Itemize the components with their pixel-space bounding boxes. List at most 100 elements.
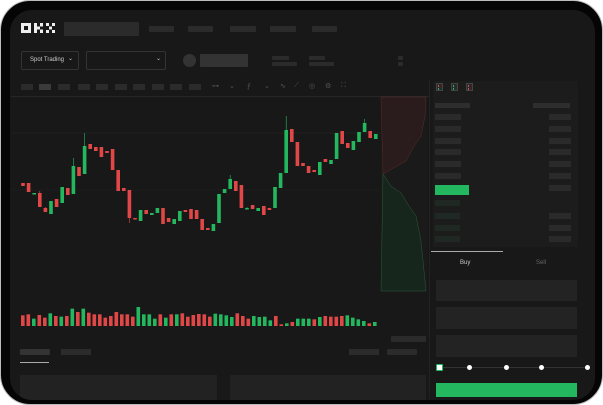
candle xyxy=(222,189,227,193)
volume-bar xyxy=(54,316,58,326)
orderbook-bids-icon[interactable] xyxy=(451,83,458,91)
nav-item[interactable] xyxy=(312,26,337,32)
nav-item[interactable] xyxy=(188,26,213,32)
slider-step[interactable] xyxy=(504,364,509,370)
tab-history[interactable] xyxy=(61,349,91,355)
candle xyxy=(110,149,115,170)
volume-bar xyxy=(43,317,47,326)
chevron-down-icon: ⌄ xyxy=(68,56,74,62)
spot-trading-dropdown[interactable]: Spot Trading ⌄ xyxy=(21,51,79,70)
chevron-down-icon[interactable]: ⌄ xyxy=(229,83,235,90)
candle xyxy=(267,208,272,210)
volume-bar xyxy=(26,314,31,326)
volume-bar xyxy=(334,316,339,326)
volume-bar xyxy=(340,316,344,326)
candle xyxy=(38,193,42,207)
volume-bar xyxy=(142,314,146,326)
tab-underline xyxy=(20,362,49,363)
timeframe-button[interactable] xyxy=(189,84,201,90)
orderbook-both-icon[interactable] xyxy=(436,83,443,91)
volume-bar xyxy=(312,319,317,326)
candle xyxy=(94,147,98,151)
slider-step[interactable] xyxy=(585,364,590,370)
candle xyxy=(194,210,199,219)
tab-open-orders[interactable] xyxy=(20,349,50,355)
candle xyxy=(178,211,182,221)
bar xyxy=(468,88,469,90)
bar xyxy=(438,88,439,90)
volume-bar xyxy=(224,315,229,326)
slider-step[interactable] xyxy=(436,363,443,371)
nav-item[interactable] xyxy=(230,26,256,32)
volume-bar xyxy=(169,314,174,326)
timeframe-button[interactable] xyxy=(115,84,127,90)
timeframe-button[interactable] xyxy=(133,84,145,90)
volume-bar xyxy=(125,314,130,326)
pair-dropdown[interactable]: ⌄ xyxy=(86,51,166,70)
nav-item[interactable] xyxy=(149,26,174,32)
volume-bar xyxy=(268,320,273,326)
timeframe-button[interactable] xyxy=(152,84,164,90)
candle xyxy=(150,213,154,215)
candle xyxy=(88,144,92,149)
fullscreen-icon[interactable]: ⛶ xyxy=(341,82,346,89)
bottom-action[interactable] xyxy=(387,349,417,355)
buy-button[interactable] xyxy=(436,383,577,397)
depth-asks xyxy=(380,96,427,175)
candle xyxy=(155,208,160,213)
timeframe-button[interactable] xyxy=(21,84,33,90)
stat-label xyxy=(309,56,325,60)
slider-track[interactable] xyxy=(439,367,589,368)
volume-bar xyxy=(103,317,108,326)
volume-bar xyxy=(285,323,289,326)
candle xyxy=(262,206,266,215)
indicator-icon[interactable]: ⨍ xyxy=(247,83,251,90)
candle xyxy=(127,190,132,218)
volume-bar xyxy=(351,317,355,326)
slider-step[interactable] xyxy=(467,364,472,370)
nav-item[interactable] xyxy=(270,26,296,32)
chevron-down-icon[interactable]: ⌄ xyxy=(264,83,270,90)
total-input[interactable] xyxy=(436,335,577,357)
volume-bar xyxy=(356,319,361,326)
timeframe-button[interactable] xyxy=(170,84,182,90)
volume-bar xyxy=(252,316,256,326)
ask-amount xyxy=(549,114,571,120)
stat-value xyxy=(309,62,334,66)
camera-icon[interactable]: ◎ xyxy=(309,83,316,90)
volume-bar xyxy=(109,316,113,326)
orders-panel xyxy=(230,375,426,400)
okx-logo[interactable] xyxy=(21,23,59,34)
ruler-icon[interactable]: ⟋ xyxy=(294,82,299,89)
candle xyxy=(301,163,305,166)
candle xyxy=(256,208,260,211)
volume-bar xyxy=(147,314,152,326)
line-tool-icon[interactable]: ∿ xyxy=(280,83,286,90)
buy-tab-underline xyxy=(431,251,503,252)
candle xyxy=(32,193,36,195)
candle xyxy=(99,147,104,157)
candle xyxy=(362,123,367,132)
bottom-action[interactable] xyxy=(349,349,379,355)
timeframe-button[interactable] xyxy=(78,84,90,90)
candle-type-icon[interactable]: ⊶ xyxy=(212,83,219,90)
timeframe-button[interactable] xyxy=(96,84,108,90)
volume-bar xyxy=(329,316,333,326)
candlestick-chart[interactable] xyxy=(10,10,595,400)
timeframe-button[interactable] xyxy=(58,84,70,90)
candle xyxy=(217,194,221,223)
search-bar[interactable] xyxy=(64,22,139,36)
volume-bar xyxy=(197,314,201,326)
slider-step[interactable] xyxy=(539,364,544,370)
settings-icon[interactable]: ⚙ xyxy=(325,83,332,90)
orderbook-asks-icon[interactable] xyxy=(466,83,473,91)
tab-sell[interactable]: Sell xyxy=(536,260,547,266)
price-input[interactable] xyxy=(436,280,577,301)
tab-buy[interactable]: Buy xyxy=(460,260,471,266)
stat-label xyxy=(272,56,289,60)
chevron-down-icon: ⌄ xyxy=(156,56,162,62)
candle xyxy=(183,210,188,212)
amount-input[interactable] xyxy=(436,307,577,329)
bid-amount xyxy=(549,213,571,219)
timeframe-button[interactable] xyxy=(39,84,51,90)
